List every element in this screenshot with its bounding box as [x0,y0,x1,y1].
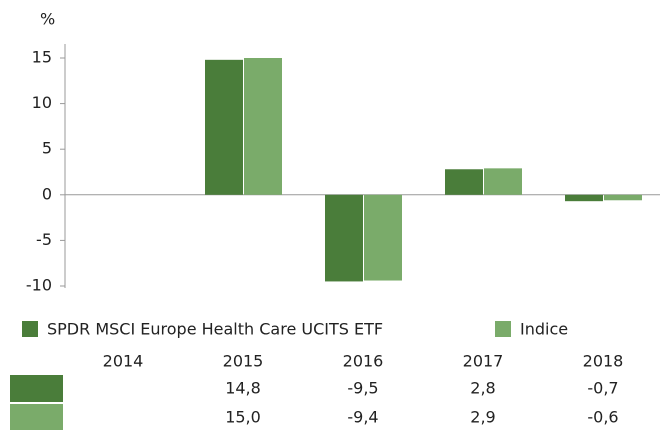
table-swatch [10,375,63,402]
bar [565,194,603,202]
y-tick-label: 15 [32,48,52,67]
table-value: 15,0 [225,408,261,427]
bar [604,194,642,201]
table-header: 2014 [103,352,144,371]
table-swatch [10,404,63,430]
legend-swatch [495,321,511,337]
table-value: -0,7 [587,379,618,398]
legend-label: Indice [520,320,568,339]
y-tick-label: -10 [26,276,52,295]
bar [244,58,282,195]
y-axis-label: % [40,10,55,29]
table-header: 2016 [343,352,384,371]
table-value: -9,4 [347,408,378,427]
table-value: 2,8 [470,379,495,398]
bar [205,59,243,195]
table-value: -9,5 [347,379,378,398]
table-header: 2018 [583,352,624,371]
table-value: 2,9 [470,408,495,427]
bar [364,194,402,281]
table-header: 2015 [223,352,264,371]
table-header: 2017 [463,352,504,371]
table-value: -0,6 [587,408,618,427]
bar [484,168,522,195]
legend-swatch [22,321,38,337]
table-value: 14,8 [225,379,261,398]
y-tick-label: 10 [32,93,52,112]
y-tick-label: -5 [36,230,52,249]
y-tick-label: 0 [42,184,52,203]
y-tick-label: 5 [42,139,52,158]
bar [445,169,483,195]
legend-label: SPDR MSCI Europe Health Care UCITS ETF [47,320,383,339]
bar [325,194,363,282]
